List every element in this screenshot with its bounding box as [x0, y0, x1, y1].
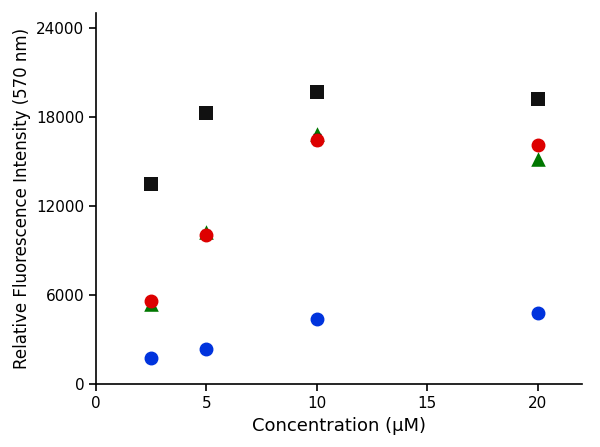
X-axis label: Concentration (μM): Concentration (μM): [252, 417, 426, 435]
Point: [146, 301, 156, 308]
Point: [146, 181, 156, 188]
Point: [202, 109, 211, 116]
Point: [202, 228, 211, 235]
Point: [533, 96, 542, 103]
Y-axis label: Relative Fluorescence Intensity (570 nm): Relative Fluorescence Intensity (570 nm): [13, 28, 31, 370]
Point: [312, 130, 322, 137]
Point: [533, 155, 542, 162]
Point: [312, 89, 322, 96]
